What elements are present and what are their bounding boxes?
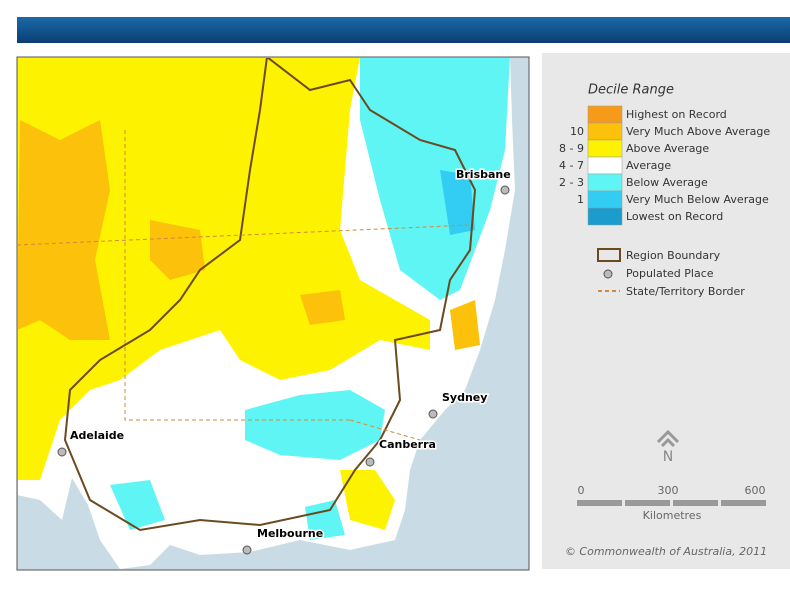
above-average bbox=[18, 58, 430, 480]
much-above bbox=[18, 120, 110, 340]
place-label: Adelaide bbox=[70, 429, 124, 442]
scale-tick: 300 bbox=[658, 484, 679, 497]
item-label: Above Average bbox=[626, 142, 709, 155]
scale-tick: 0 bbox=[578, 484, 585, 497]
swatch bbox=[587, 173, 623, 192]
scale-unit: Kilometres bbox=[643, 509, 702, 522]
below-average bbox=[110, 480, 165, 530]
swatch bbox=[587, 139, 623, 158]
places: Brisbane Sydney Canberra Adelaide Melbou… bbox=[57, 167, 512, 555]
item-label: Below Average bbox=[626, 176, 708, 189]
place-label: Melbourne bbox=[257, 527, 323, 540]
above-average bbox=[340, 470, 395, 530]
swatch bbox=[587, 156, 623, 175]
item-range: 1 bbox=[577, 193, 584, 206]
place-label: Brisbane bbox=[456, 168, 511, 181]
item-range: 4 - 7 bbox=[559, 159, 584, 172]
below-average bbox=[245, 390, 385, 460]
symbol-label: State/Territory Border bbox=[626, 285, 745, 298]
symbol-label: Region Boundary bbox=[626, 249, 721, 262]
item-range: 10 bbox=[570, 125, 584, 138]
scale-bar bbox=[721, 500, 766, 506]
scale-tick: 600 bbox=[745, 484, 766, 497]
state-border bbox=[18, 130, 471, 441]
place-dot bbox=[365, 457, 375, 467]
item-range: 2 - 3 bbox=[559, 176, 584, 189]
much-above bbox=[150, 220, 205, 280]
much-above bbox=[450, 300, 480, 350]
region-boundary bbox=[63, 58, 477, 532]
much-below bbox=[440, 170, 475, 235]
place-symbol bbox=[603, 269, 613, 279]
map bbox=[18, 58, 515, 569]
swatch bbox=[587, 122, 623, 141]
place-dot bbox=[57, 447, 67, 457]
swatch bbox=[587, 105, 623, 124]
region-symbol bbox=[597, 248, 621, 262]
item-label: Average bbox=[626, 159, 671, 172]
legend-items: Highest on Record Very Much Above Average… bbox=[559, 105, 770, 226]
swatch bbox=[587, 207, 623, 226]
item-label: Highest on Record bbox=[626, 108, 727, 121]
place-label: Canberra bbox=[379, 438, 436, 451]
scale-bar bbox=[673, 500, 718, 506]
item-label: Very Much Below Average bbox=[626, 193, 769, 206]
place-dot bbox=[242, 545, 252, 555]
place-dot bbox=[500, 185, 510, 195]
scale-bar bbox=[577, 500, 622, 506]
banner bbox=[17, 17, 790, 43]
scale-bar bbox=[625, 500, 670, 506]
item-label: Very Much Above Average bbox=[626, 125, 770, 138]
legend-panel bbox=[542, 53, 790, 569]
swatch bbox=[587, 190, 623, 209]
symbol-label: Populated Place bbox=[626, 267, 714, 280]
below-average bbox=[305, 500, 345, 540]
legend-title: Decile Range bbox=[588, 83, 674, 98]
much-above bbox=[300, 290, 345, 325]
copyright: © Commonwealth of Australia, 2011 bbox=[565, 545, 767, 558]
north-arrow bbox=[656, 429, 680, 448]
item-label: Lowest on Record bbox=[626, 210, 723, 223]
north-label: N bbox=[663, 449, 673, 465]
place-dot bbox=[428, 409, 438, 419]
item-range: 8 - 9 bbox=[559, 142, 584, 155]
below-average bbox=[360, 58, 510, 300]
place-label: Sydney bbox=[442, 391, 487, 404]
